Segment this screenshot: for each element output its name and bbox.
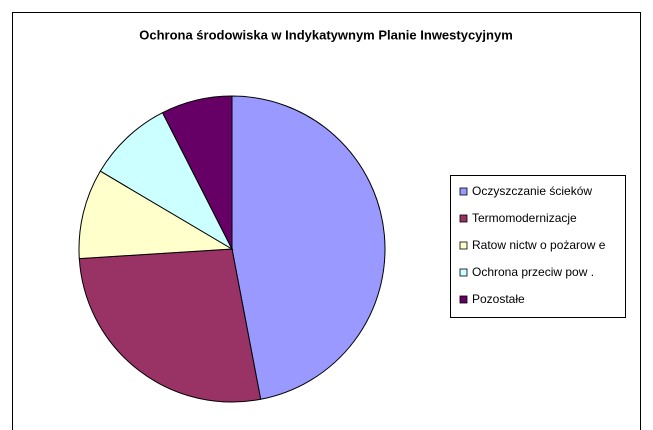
legend-label: Pozostałe	[472, 292, 525, 306]
legend-swatch	[459, 241, 468, 250]
legend-swatch	[459, 295, 468, 304]
legend-label: Termomodernizacje	[472, 211, 577, 225]
legend-label: Oczyszczanie ścieków	[472, 184, 592, 198]
chart-title: Ochrona środowiska w Indykatywnym Planie…	[139, 27, 513, 42]
pie-slice	[99, 112, 234, 251]
pie-slice	[161, 95, 233, 250]
pie-slice	[231, 95, 386, 400]
pie-slice	[78, 248, 262, 403]
legend-label: Ochrona przeciw pow .	[472, 265, 594, 279]
legend-swatch	[459, 214, 468, 223]
legend-swatch	[459, 268, 468, 277]
pie-slice	[78, 170, 234, 260]
legend-box	[450, 175, 626, 318]
legend-swatch	[459, 187, 468, 196]
legend-label: Ratow nictw o pożarow e	[472, 238, 606, 252]
